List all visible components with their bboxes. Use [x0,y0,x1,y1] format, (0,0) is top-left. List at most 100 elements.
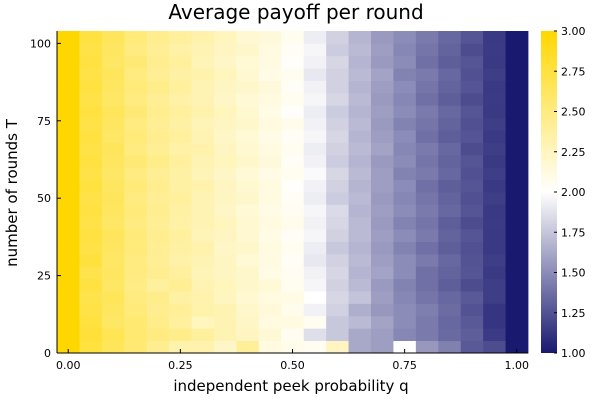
heatmap-cell [303,192,327,205]
heatmap-cell [146,105,170,119]
heatmap-cell [348,167,372,181]
heatmap-cell [371,204,394,218]
heatmap-cell [505,154,529,168]
heatmap-cell [191,92,215,106]
heatmap-cell [438,266,462,280]
heatmap-cell [415,117,439,131]
heatmap-cell [303,179,327,193]
x-tick-label: 0.75 [392,359,417,372]
heatmap-cell [348,315,372,329]
heatmap-cell [124,216,148,230]
heatmap-cell [169,303,192,317]
heatmap-cell [415,192,439,205]
heatmap-cell [303,55,327,69]
heatmap-cell [371,154,394,168]
heatmap-cell [258,142,282,156]
heatmap-cell [371,105,394,119]
heatmap-cell [326,253,349,267]
heatmap-cell [483,43,506,57]
heatmap-cell [169,241,192,255]
heatmap-cell [326,130,349,143]
heatmap-cell [79,278,103,292]
heatmap-cell [101,55,125,69]
heatmap-cell [371,303,394,317]
heatmap-cell [101,105,125,119]
colorbar-tick-label: 1.50 [561,267,586,280]
heatmap-cell [79,291,103,304]
heatmap-cell [191,328,215,342]
heatmap-cell [79,192,103,205]
heatmap-cell [124,291,148,304]
heatmap-cell [438,31,462,44]
heatmap-cell [124,266,148,280]
heatmap-cell [371,278,394,292]
heatmap-cell [169,167,192,181]
heatmap-cell [79,216,103,230]
heatmap-cell [169,340,192,354]
heatmap-cell [79,253,103,267]
heatmap-cell [326,204,349,218]
heatmap-cell [348,68,372,81]
heatmap-cell [281,31,305,44]
heatmap-cell [191,303,215,317]
heatmap-cell [146,43,170,57]
heatmap-cell [460,303,484,317]
heatmap-cell [124,167,148,181]
heatmap-cell [483,154,506,168]
heatmap-cell [236,80,260,94]
heatmap-cell [483,55,506,69]
y-tick-label: 75 [37,115,51,128]
heatmap-cell [236,55,260,69]
heatmap-cell [79,266,103,280]
heatmap-cell [303,43,327,57]
heatmap-cell [438,216,462,230]
heatmap-cell [258,315,282,329]
heatmap-cell [483,179,506,193]
heatmap-cell [483,80,506,94]
heatmap-cell [393,303,417,317]
heatmap-cell [483,68,506,81]
heatmap-cell [281,55,305,69]
heatmap-cell [326,154,349,168]
colorbar-tick-label: 1.25 [561,307,586,320]
heatmap-cell [214,204,237,218]
heatmap-cell [303,266,327,280]
heatmap-cell [483,241,506,255]
heatmap-cell [258,31,282,44]
heatmap-cell [79,105,103,119]
y-tick-label: 25 [37,270,51,283]
heatmap-cell [236,167,260,181]
heatmap-cell [79,154,103,168]
heatmap-cell [460,192,484,205]
heatmap-cell [258,92,282,106]
heatmap-cell [214,216,237,230]
heatmap-cell [79,204,103,218]
heatmap-cell [146,241,170,255]
heatmap-cell [236,315,260,329]
heatmap-cell [483,291,506,304]
heatmap-cell [146,315,170,329]
heatmap-cell [258,192,282,205]
heatmap-cell [438,340,462,354]
heatmap-cell [281,117,305,131]
heatmap-cell [303,92,327,106]
heatmap-cell [415,43,439,57]
heatmap-cell [460,253,484,267]
heatmap-cell [281,204,305,218]
heatmap-cell [101,204,125,218]
colorbar-tick-label: 1.00 [561,347,586,360]
heatmap-cell [191,266,215,280]
heatmap-cell [393,241,417,255]
heatmap-cell [79,179,103,193]
heatmap-cell [236,117,260,131]
heatmap-cell [101,229,125,242]
heatmap-cell [146,278,170,292]
heatmap-cell [348,241,372,255]
heatmap-cell [146,179,170,193]
heatmap-cell [101,340,125,354]
heatmap-cell [415,204,439,218]
heatmap-cell [393,216,417,230]
heatmap-cell [146,303,170,317]
heatmap-cell [101,303,125,317]
heatmap-cell [124,130,148,143]
